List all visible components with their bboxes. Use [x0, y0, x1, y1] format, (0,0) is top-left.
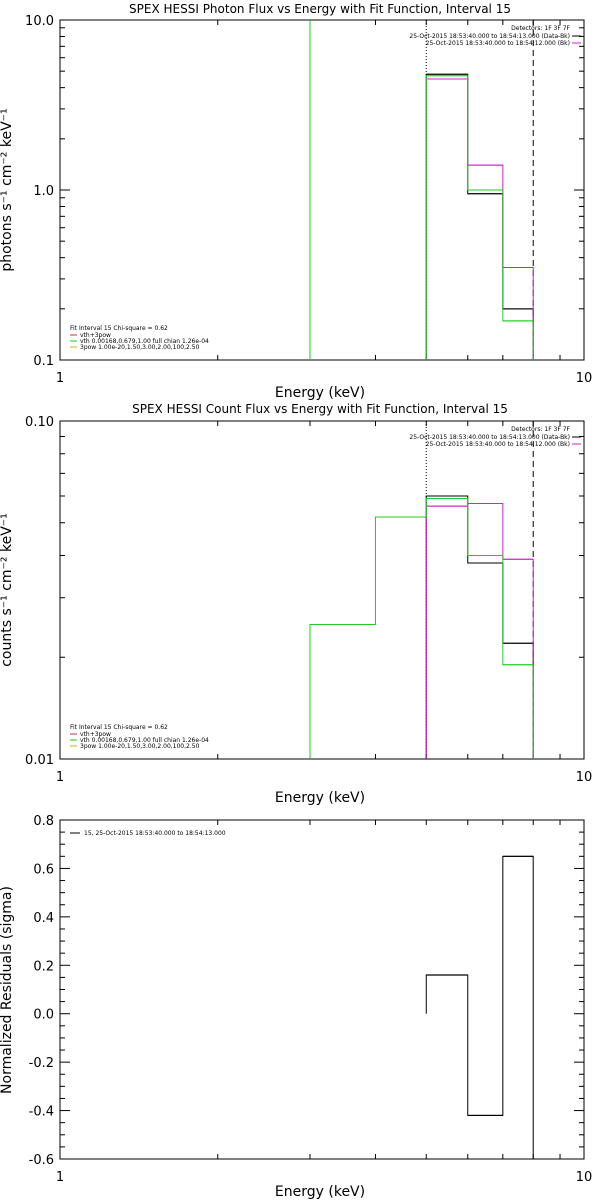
legend-entry-text: 25-Oct-2015 18:53:40.000 to 18:54:13.000…	[409, 33, 570, 40]
legend-entry-text: vth 0.00168,0.679,1.00 full chian 1.26e-…	[80, 737, 209, 744]
residuals-ylabel: Normalized Residuals (sigma)	[0, 886, 15, 1094]
photon-flux-title: SPEX HESSI Photon Flux vs Energy with Fi…	[129, 2, 511, 16]
detector-label: Detectors: 1F 3F 7F	[511, 25, 570, 32]
y-tick-label: -0.6	[29, 1153, 54, 1168]
count-flux-title: SPEX HESSI Count Flux vs Energy with Fit…	[132, 402, 508, 416]
y-tick-label: 0.6	[33, 862, 54, 877]
x-tick-label: 10	[576, 371, 593, 386]
x-tick-label: 1	[56, 1170, 64, 1185]
photon-flux-panel: SPEX HESSI Photon Flux vs Energy with Fi…	[0, 2, 592, 401]
y-tick-label: 1.0	[33, 184, 54, 199]
legend-entry-text: 3pow 1.00e-20,1.50,3.00,2.00,100,2.50	[80, 743, 200, 750]
legend-entry-text: 25-Oct-2015 18:53:40.000 to 18:54:12.000…	[426, 40, 570, 47]
y-tick-label: 10.0	[25, 14, 54, 29]
legend-entry-text: 25-Oct-2015 18:53:40.000 to 18:54:13.000…	[409, 434, 570, 441]
legend-entry-text: 15, 25-Oct-2015 18:53:40.000 to 18:54:13…	[84, 830, 226, 837]
y-tick-label: -0.2	[29, 1056, 54, 1071]
legend-entry-text: 3pow 1.00e-20,1.50,3.00,2.00,100,2.50	[80, 344, 200, 351]
photon-flux-plot-area: 1 100.11.010.0 Detectors: 1F 3F 7F25-Oct-2…	[25, 14, 592, 386]
legend-entry-text: vth 0.00168,0.679,1.00 full chian 1.26e-…	[80, 338, 209, 345]
residuals-plot-area: 1 10 -0.6 -0.4 -0.2 0.0 0.2 0.4 0.6 0.8 15, 25-Oct…	[29, 814, 593, 1185]
x-tick-label: 1	[56, 770, 64, 785]
y-tick-label: 0.4	[33, 911, 54, 926]
x-tick-label: 10	[576, 770, 593, 785]
fit-interval-label: Fit Interval 15 Chi-square = 0.62	[70, 325, 168, 332]
y-tick-label: 0.0	[33, 1008, 54, 1023]
y-tick-label: 0.01	[25, 753, 54, 768]
legend-entry-text: 25-Oct-2015 18:53:40.000 to 18:54:12.000…	[426, 441, 570, 448]
count-flux-panel: SPEX HESSI Count Flux vs Energy with Fit…	[0, 402, 592, 806]
photon-flux-ylabel: photons s⁻¹ cm⁻² keV⁻¹	[0, 108, 15, 271]
legend-entry-text: vth+3pow	[80, 731, 111, 738]
y-tick-label: 0.2	[33, 959, 54, 974]
residuals-xlabel: Energy (keV)	[275, 1184, 365, 1200]
fit-interval-label: Fit Interval 15 Chi-square = 0.62	[70, 724, 168, 731]
photon-flux-xlabel: Energy (keV)	[275, 385, 365, 401]
plot-frame	[59, 420, 585, 760]
legend-entry-text: vth+3pow	[80, 332, 111, 339]
y-tick-label: 0.8	[33, 814, 54, 829]
y-tick-label: 0.10	[25, 415, 54, 430]
y-tick-label: -0.4	[29, 1105, 54, 1120]
x-tick-label: 1	[56, 371, 64, 386]
count-flux-xlabel: Energy (keV)	[275, 790, 365, 806]
count-flux-plot-area: 1 100.010.10 Detectors: 1F 3F 7F25-Oct-201…	[25, 415, 592, 785]
count-flux-ylabel: counts s⁻¹ cm⁻² keV⁻¹	[0, 513, 15, 667]
detector-label: Detectors: 1F 3F 7F	[511, 426, 570, 433]
y-tick-label: 0.1	[33, 354, 54, 369]
x-tick-label: 10	[576, 1170, 593, 1185]
residuals-panel: Energy (keV) Normalized Residuals (sigma…	[0, 814, 592, 1200]
